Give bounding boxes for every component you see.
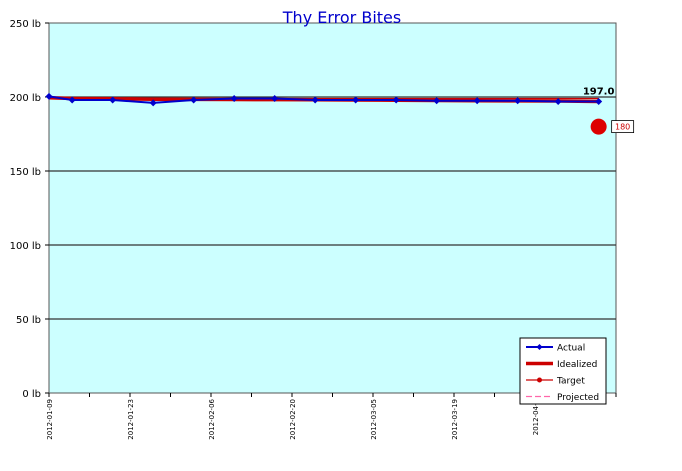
actual-point (514, 97, 522, 105)
legend-marker (537, 377, 542, 383)
legend-label: Projected (557, 393, 599, 403)
actual-point (190, 96, 198, 104)
actual-point (68, 96, 76, 104)
x-tick-label: 2012-01-23 (127, 399, 135, 440)
actual-point (433, 97, 441, 105)
goal-label: 180 (615, 123, 630, 132)
annotations: 197.0 180 (583, 86, 635, 135)
latest-value-label: 197.0 (583, 86, 615, 97)
legend-label: Actual (557, 344, 585, 354)
y-tick-label: 0 lb (22, 389, 41, 400)
y-tick-label: 150 lb (10, 167, 41, 178)
plot-area (48, 22, 617, 394)
legend: Actual Idealized Target Projected (519, 337, 607, 405)
x-tick-label: 2012-04-0 (532, 399, 540, 435)
y-tick-label: 100 lb (10, 241, 41, 252)
y-axis: 0 lb 50 lb 100 lb 150 lb 200 lb 250 lb (10, 19, 49, 400)
legend-marker (536, 344, 543, 350)
x-tick-label: 2012-01-09 (46, 399, 54, 440)
x-tick-label: 2012-02-20 (289, 399, 297, 440)
actual-point (352, 96, 360, 104)
actual-point (392, 96, 400, 104)
actual-point (149, 99, 157, 107)
y-tick-label: 200 lb (10, 93, 41, 104)
x-tick-label: 2012-02-06 (208, 398, 216, 439)
x-axis: 2012-01-09 2012-01-23 2012-02-06 2012-02-20… (46, 393, 617, 440)
x-tick-label: 2012-03-05 (370, 399, 378, 440)
legend-label: Target (556, 377, 585, 387)
actual-point (230, 94, 238, 102)
legend-box (519, 337, 607, 405)
grid-lines (49, 96, 616, 320)
actual-point (109, 96, 117, 104)
y-tick-label: 250 lb (10, 19, 41, 30)
actual-point (271, 94, 279, 102)
actual-point (595, 97, 603, 105)
actual-point (473, 97, 481, 105)
x-tick-label: 2012-03-19 (451, 399, 459, 440)
actual-point (45, 92, 53, 100)
legend-label: Idealized (557, 360, 597, 370)
series-layer (45, 92, 603, 107)
y-tick-label: 50 lb (16, 315, 41, 326)
actual-point (311, 96, 319, 104)
goal-marker (590, 118, 607, 135)
actual-point (554, 97, 562, 105)
goal-label-box (611, 120, 635, 133)
chart-title: Thy Error Bites (282, 8, 401, 27)
